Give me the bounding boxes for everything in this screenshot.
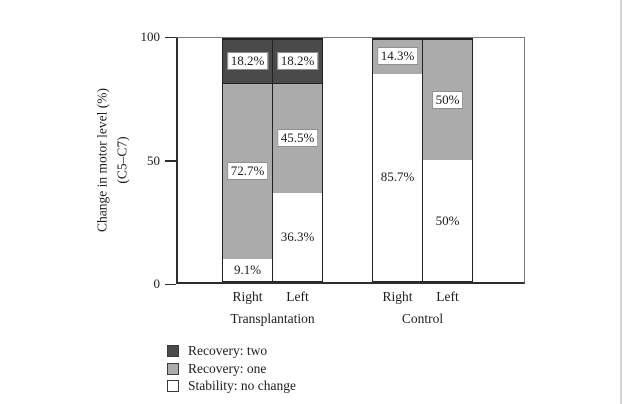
y-tick-mark <box>165 283 176 285</box>
bar-control-right: 85.7% 14.3% <box>372 38 423 282</box>
legend-label: Recovery: two <box>188 343 268 358</box>
bar-value-label: 9.1% <box>233 262 262 277</box>
y-tick-mark <box>165 36 176 38</box>
group-label-transplantation: Transplantation <box>230 311 315 326</box>
bar-value-label: 18.2% <box>226 52 269 71</box>
y-tick-label: 50 <box>147 152 160 168</box>
legend-item-recovery-one: Recovery: one <box>167 360 296 376</box>
x-label-control-right: Right <box>382 289 413 304</box>
legend-swatch-icon <box>167 380 179 392</box>
bar-value-label: 18.2% <box>276 52 319 71</box>
y-tick-mark <box>165 160 176 162</box>
bar-value-label: 14.3% <box>376 47 419 66</box>
bar-control-left: 50% 50% <box>422 38 473 282</box>
legend-item-recovery-two: Recovery: two <box>167 344 296 358</box>
x-label-transplantation-left: Left <box>286 289 309 304</box>
legend-swatch-icon <box>167 345 179 357</box>
bar-value-label: 50% <box>431 90 464 109</box>
y-tick-label: 100 <box>140 29 161 44</box>
segment-stability-no-change <box>273 193 322 281</box>
frame-border <box>620 0 622 404</box>
segment-stability-no-change <box>423 160 472 281</box>
bar-transplantation-left: 36.3% 45.5% 18.2% <box>272 38 323 282</box>
y-axis-title-line1: Change in motor level (%) <box>94 88 110 232</box>
legend-item-stability-no-change: Stability: no change <box>167 379 296 393</box>
y-tick-label: 0 <box>153 276 161 291</box>
plot-area: 9.1% 72.7% 18.2% 36.3% 45.5% 18.2% 85.7% 14.3% 5… <box>176 37 525 284</box>
bar-value-label: 36.3% <box>280 229 315 245</box>
x-label-transplantation-right: Right <box>232 289 263 304</box>
legend-label: Stability: no change <box>188 378 296 393</box>
segment-stability-no-change <box>223 258 272 281</box>
legend: Recovery: two Recovery: one Stability: no … <box>167 344 296 397</box>
bar-value-label: 45.5% <box>276 129 319 148</box>
legend-swatch-icon <box>167 362 179 375</box>
bar-transplantation-right: 9.1% 72.7% 18.2% <box>222 38 273 282</box>
legend-label: Recovery: one <box>188 360 267 376</box>
bar-value-label: 50% <box>435 212 460 228</box>
segment-stability-no-change <box>373 73 422 281</box>
bar-value-label: 85.7% <box>380 169 415 185</box>
bar-value-label: 72.7% <box>226 162 269 181</box>
group-label-control: Control <box>401 311 444 326</box>
x-label-control-left: Left <box>436 289 459 304</box>
